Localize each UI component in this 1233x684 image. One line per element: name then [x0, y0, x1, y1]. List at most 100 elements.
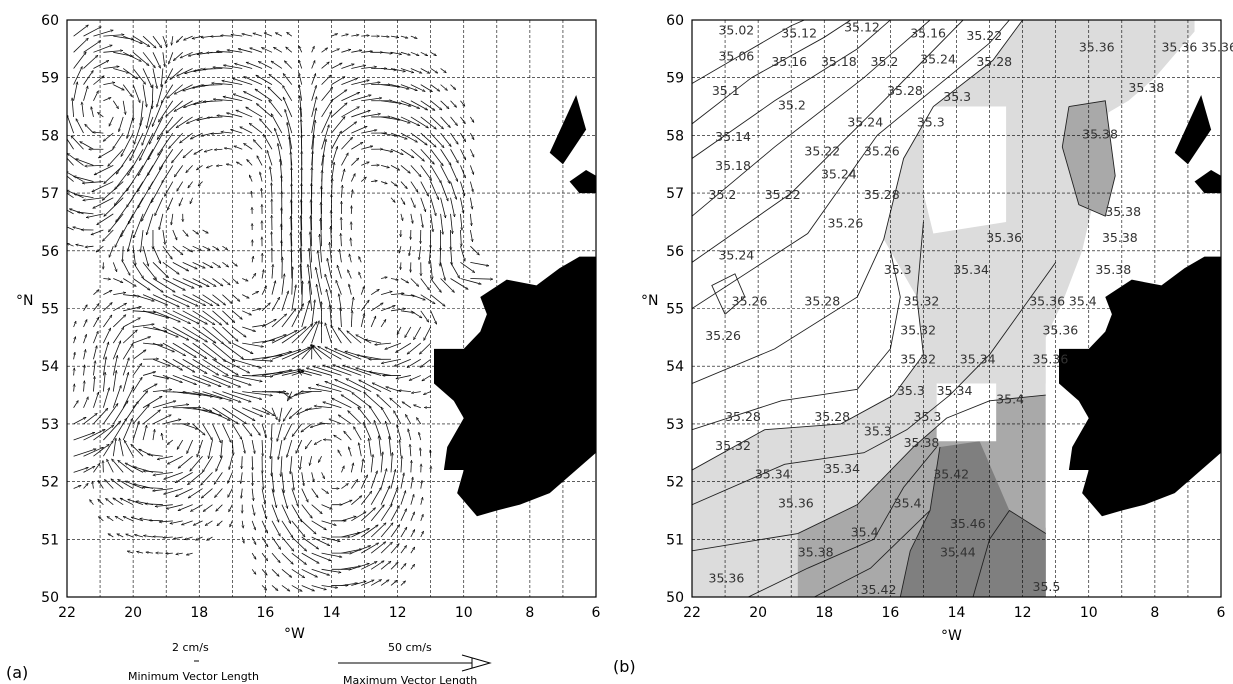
contour-label: 35.22 [966, 28, 1002, 43]
current-vector [74, 194, 94, 199]
current-vector [172, 278, 194, 289]
current-vector [271, 423, 272, 441]
current-vector [201, 132, 213, 136]
current-vector [396, 326, 402, 335]
current-vector [341, 106, 359, 118]
current-vector [182, 391, 213, 397]
current-vector [350, 174, 356, 182]
current-vector [416, 417, 422, 425]
current-vector [360, 177, 366, 182]
current-vector [301, 300, 310, 328]
current-vector [420, 68, 430, 74]
current-vector [221, 440, 223, 458]
current-vector [242, 375, 273, 376]
current-vector [192, 261, 206, 269]
current-vector [164, 471, 183, 479]
current-vector [134, 535, 144, 538]
current-vector [271, 520, 281, 536]
current-vector [142, 246, 148, 266]
current-vector [314, 406, 332, 409]
current-vector [122, 372, 128, 392]
panel-b-contour-lines [692, 20, 1116, 597]
current-vector [186, 552, 193, 555]
contour-line [692, 20, 1023, 384]
contour-label: 35.36 [709, 571, 745, 586]
contour-label: 35.26 [705, 328, 741, 343]
current-vector [232, 358, 261, 368]
current-vector [172, 294, 198, 307]
current-vector [232, 440, 233, 455]
current-vector [123, 35, 142, 43]
current-vector [103, 50, 123, 53]
x-tick-label: 18 [815, 605, 833, 621]
current-vector [182, 326, 208, 343]
current-vector [321, 87, 333, 102]
current-vector [337, 450, 342, 457]
current-vector [311, 60, 316, 69]
current-vector [419, 342, 431, 354]
current-vector [335, 378, 362, 392]
current-vector [251, 520, 255, 530]
current-vector [440, 100, 449, 109]
current-vector [404, 326, 412, 338]
current-vector [380, 468, 387, 489]
current-vector [325, 346, 352, 360]
current-vector [112, 327, 125, 344]
current-vector [98, 499, 104, 505]
current-vector [360, 313, 364, 328]
current-vector [334, 348, 362, 360]
current-vector [152, 488, 173, 491]
current-vector [264, 32, 273, 37]
current-vector [227, 50, 243, 53]
current-vector [115, 165, 134, 189]
current-vector [147, 132, 164, 160]
current-vector [399, 390, 411, 391]
current-vector [102, 357, 106, 376]
current-vector [290, 456, 293, 474]
current-vector [430, 310, 437, 324]
current-vector [420, 197, 426, 212]
current-vector [341, 516, 356, 522]
current-vector [361, 98, 382, 102]
current-vector [420, 213, 423, 228]
current-vector [420, 181, 429, 197]
current-vector [400, 473, 404, 489]
current-vector [90, 499, 94, 505]
current-vector [400, 440, 402, 457]
contour-label: 35.32 [900, 322, 936, 337]
current-vector [119, 116, 124, 132]
current-vector [377, 394, 392, 409]
current-vector [248, 175, 253, 182]
contour-label: 35.4 [894, 496, 922, 511]
current-vector [241, 472, 243, 483]
current-vector [108, 116, 114, 126]
current-vector [201, 85, 223, 86]
current-vector [230, 130, 243, 134]
current-vector [347, 270, 352, 279]
current-vector [207, 117, 223, 118]
current-vector [299, 85, 303, 101]
current-vector [132, 337, 151, 344]
current-vector [108, 213, 124, 232]
current-vector [400, 545, 407, 554]
x-tick-label: 10 [1080, 605, 1098, 621]
y-tick-label: 57 [666, 186, 684, 202]
current-vector [111, 479, 124, 489]
current-vector [390, 165, 400, 171]
current-vector [400, 165, 410, 173]
current-vector [125, 480, 144, 489]
current-vector [132, 405, 149, 425]
current-vector [203, 504, 213, 512]
current-vector [202, 375, 231, 388]
current-vector [112, 459, 124, 473]
current-vector [351, 527, 369, 538]
current-vector [222, 391, 251, 402]
current-vector [222, 407, 246, 425]
x-tick-label: 16 [256, 605, 274, 621]
current-vector [365, 340, 382, 344]
current-vector [93, 425, 113, 441]
contour-label: 35.18 [821, 54, 857, 69]
current-vector [256, 103, 273, 118]
